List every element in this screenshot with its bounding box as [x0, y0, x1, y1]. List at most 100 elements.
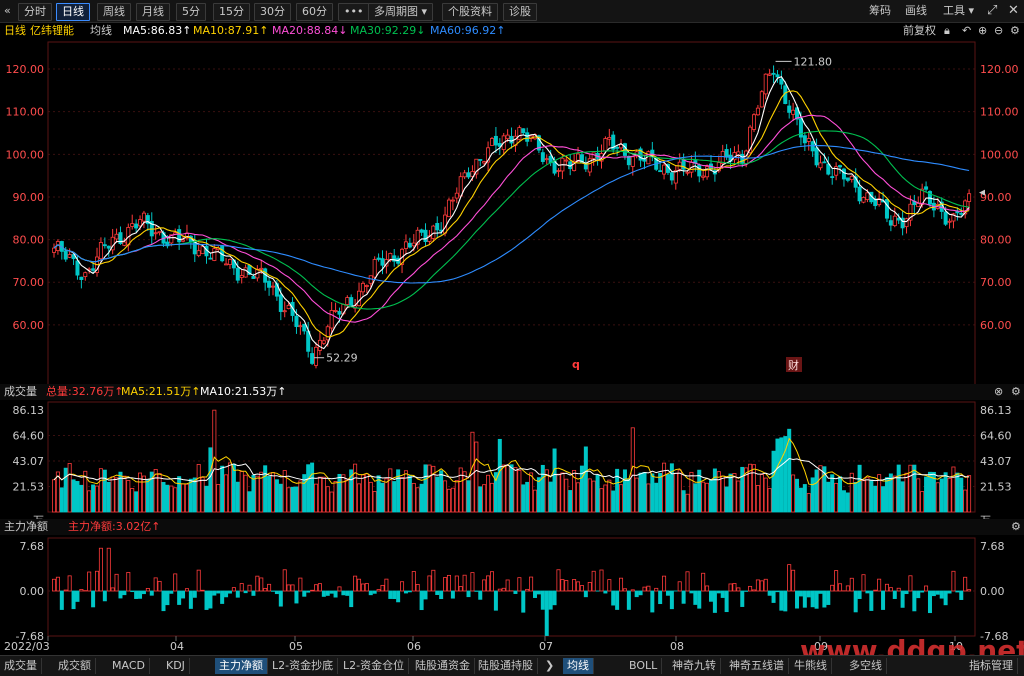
overlay-tab-4[interactable]: 牛熊线 — [790, 658, 832, 674]
flow-bar — [193, 591, 196, 597]
flow-title[interactable]: 主力净额 — [4, 519, 48, 535]
adjust-mode-button[interactable]: 前复权 — [903, 22, 936, 40]
overlay-tab-0[interactable]: 均线 — [563, 658, 594, 674]
undo-icon[interactable]: ↶ — [962, 22, 971, 40]
volume-bar — [60, 488, 63, 512]
overlay-tab-1[interactable]: BOLL — [625, 658, 662, 674]
candle-body — [752, 115, 755, 130]
candle-body — [494, 136, 497, 145]
flow-bar — [944, 591, 947, 605]
candle-body — [889, 221, 892, 226]
flow-bar — [162, 591, 165, 611]
lock-icon[interactable]: 🔒︎ — [944, 22, 950, 40]
draw-line-button[interactable]: 画线 — [905, 3, 927, 19]
volume-bar — [956, 473, 959, 512]
overlay-tab-3[interactable]: 神奇五线谱 — [725, 658, 789, 674]
volume-bar — [248, 492, 251, 512]
volume-bar — [756, 485, 759, 512]
flow-bar — [846, 586, 849, 591]
collapse-left-icon[interactable]: « — [4, 3, 11, 19]
flow-bar — [166, 591, 169, 605]
indicator-tab-1[interactable]: 成交额 — [54, 658, 96, 674]
tools-menu-button[interactable]: 工具 ▾ — [943, 3, 974, 19]
volume-bar — [815, 470, 818, 512]
volume-bar — [291, 487, 294, 512]
flow-bar — [189, 591, 192, 608]
candle-body — [314, 347, 317, 365]
volume-bar — [870, 480, 873, 512]
price-tick-left: 100.00 — [6, 148, 45, 161]
indicator-tab-4[interactable]: 主力净额 — [215, 658, 268, 674]
zoom-in-icon[interactable]: ⊕ — [978, 22, 987, 40]
period-tab-3[interactable]: 月线 — [136, 3, 170, 21]
flow-bar — [924, 586, 927, 591]
settings-icon[interactable]: ⚙ — [1010, 22, 1020, 40]
volume-bar — [88, 491, 91, 512]
flow-bar — [866, 591, 869, 593]
volume-bar — [373, 491, 376, 512]
flow-bar — [174, 574, 177, 591]
flow-bar — [291, 585, 294, 591]
period-tab-6[interactable]: 30分 — [254, 3, 291, 21]
ma-label[interactable]: 均线 — [90, 22, 112, 40]
period-tab-2[interactable]: 周线 — [97, 3, 131, 21]
volume-title[interactable]: 成交量 — [4, 384, 37, 400]
chips-button[interactable]: 筹码 — [869, 3, 891, 19]
flow-bar — [686, 572, 689, 591]
indicator-tab-0[interactable]: 成交量 — [0, 658, 42, 674]
volume-bar — [569, 490, 572, 512]
period-tab-0[interactable]: 分时 — [18, 3, 52, 21]
period-tab-8[interactable]: ••• — [338, 3, 369, 21]
period-tab-7[interactable]: 60分 — [296, 3, 333, 21]
scroll-right-icon[interactable]: ❯ — [541, 658, 558, 674]
zoom-out-icon[interactable]: ⊖ — [994, 22, 1003, 40]
period-tab-1[interactable]: 日线 — [56, 3, 90, 21]
flow-bar — [60, 591, 63, 609]
volume-bar — [236, 482, 239, 512]
flow-bar — [455, 576, 458, 591]
flow-settings-icon[interactable]: ⚙ — [1011, 519, 1021, 535]
volume-settings-icon[interactable]: ⚙ — [1011, 384, 1021, 400]
period-tab-9[interactable]: 多周期图 ▾ — [368, 3, 433, 21]
indicator-tab-2[interactable]: MACD — [108, 658, 150, 674]
period-tab-5[interactable]: 15分 — [213, 3, 250, 21]
candle-body — [307, 331, 310, 351]
volume-bar — [948, 479, 951, 512]
candle-body — [52, 248, 55, 252]
period-tab-10[interactable]: 个股资料 — [442, 3, 498, 21]
volume-bar — [314, 484, 317, 512]
flow-bar — [901, 591, 904, 607]
close-icon[interactable]: ✕ — [1008, 3, 1019, 19]
overlay-tab-2[interactable]: 神奇九转 — [668, 658, 721, 674]
candle-body — [819, 163, 822, 168]
period-tab-11[interactable]: 诊股 — [503, 3, 537, 21]
candle-body — [803, 136, 806, 143]
flow-bar — [533, 591, 536, 598]
indicator-tab-7[interactable]: 陆股通资金 — [411, 658, 475, 674]
volume-bar — [416, 488, 419, 512]
indicator-tab-3[interactable]: KDJ — [162, 658, 190, 674]
overlay-tab-5[interactable]: 多空线 — [845, 658, 887, 674]
flow-bar — [158, 581, 161, 591]
x-tick-label: 04 — [170, 640, 184, 653]
volume-bar — [619, 485, 622, 512]
flow-bar — [451, 591, 454, 598]
overlay-tab-6[interactable]: 指标管理 — [965, 658, 1018, 674]
flow-bar — [56, 577, 59, 591]
indicator-tab-5[interactable]: L2-资金抄底 — [268, 658, 338, 674]
volume-bar — [702, 482, 705, 512]
candle-body — [181, 240, 184, 241]
period-tab-4[interactable]: 5分 — [176, 3, 206, 21]
volume-bar — [635, 478, 638, 512]
volume-close-icon[interactable]: ⊗ — [994, 384, 1003, 400]
volume-bar — [655, 483, 658, 512]
volume-bar — [240, 472, 243, 512]
fullscreen-icon[interactable]: ⤢ — [987, 3, 997, 19]
volume-bar — [338, 474, 341, 512]
candle-body — [885, 199, 888, 218]
flow-bar — [428, 576, 431, 591]
indicator-tab-8[interactable]: 陆股通持股 — [474, 658, 538, 674]
candle-body — [893, 216, 896, 225]
indicator-tab-6[interactable]: L2-资金仓位 — [339, 658, 409, 674]
